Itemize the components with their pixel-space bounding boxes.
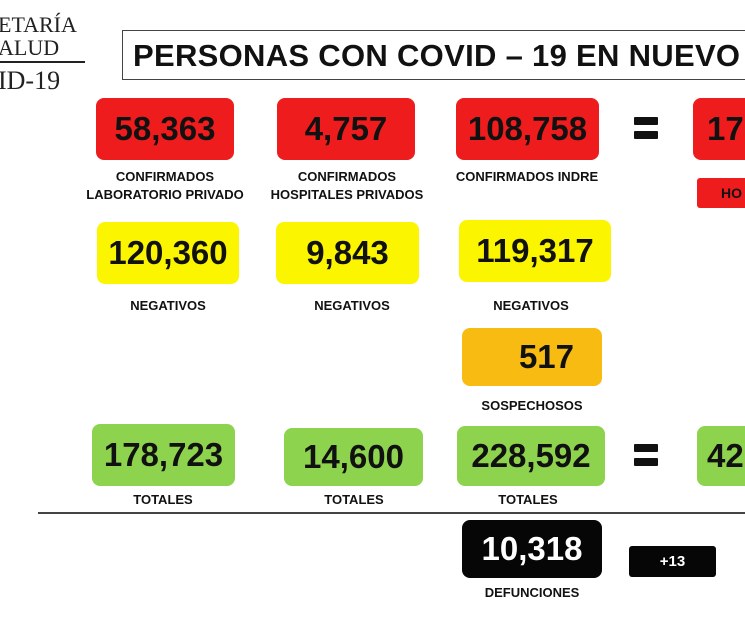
logo-line-3: ID-19	[0, 66, 61, 95]
confirmados-indre-value: 108,758	[456, 98, 599, 160]
defunciones-label: DEFUNCIONES	[484, 585, 580, 600]
logo-divider	[0, 61, 85, 63]
confirmados-total-value: 17	[693, 98, 745, 160]
page-title: PERSONAS CON COVID – 19 EN NUEVO	[133, 38, 741, 73]
confirmados-hospitales-label: CONFIRMADOS HOSPITALES PRIVADOS	[270, 169, 424, 202]
negativos-indre-value: 119,317	[459, 220, 611, 282]
defunciones-delta-badge: +13	[629, 546, 716, 577]
negativos-hospitales-value: 9,843	[276, 222, 419, 284]
confirmados-total-badge: HO	[697, 178, 745, 208]
sospechosos-label: SOSPECHOSOS	[481, 398, 583, 413]
confirmados-privado-label: CONFIRMADOS LABORATORIO PRIVADO	[86, 169, 244, 202]
equals-sign	[634, 444, 658, 468]
confirmados-privado-value: 58,363	[96, 98, 234, 160]
totales-privado-value: 178,723	[92, 424, 235, 486]
confirmados-indre-label: CONFIRMADOS INDRE	[455, 169, 599, 184]
logo-line-1: ETARÍA	[0, 12, 77, 37]
equals-sign	[634, 117, 658, 141]
defunciones-value: 10,318	[462, 520, 602, 578]
totales-privado-label: TOTALES	[133, 492, 193, 507]
totales-hospitales-value: 14,600	[284, 428, 423, 486]
negativos-privado-value: 120,360	[97, 222, 239, 284]
totales-total-value: 42	[697, 426, 745, 486]
totales-indre-value: 228,592	[457, 426, 605, 486]
negativos-privado-label: NEGATIVOS	[130, 298, 206, 313]
totales-indre-label: TOTALES	[498, 492, 558, 507]
section-divider	[38, 512, 745, 514]
logo-line-2: ALUD	[0, 35, 60, 60]
sospechosos-value: 517	[462, 328, 602, 386]
confirmados-hospitales-value: 4,757	[277, 98, 415, 160]
page-title-box: PERSONAS CON COVID – 19 EN NUEVO	[122, 30, 745, 80]
negativos-hospitales-label: NEGATIVOS	[314, 298, 390, 313]
totales-hospitales-label: TOTALES	[324, 492, 384, 507]
negativos-indre-label: NEGATIVOS	[493, 298, 569, 313]
